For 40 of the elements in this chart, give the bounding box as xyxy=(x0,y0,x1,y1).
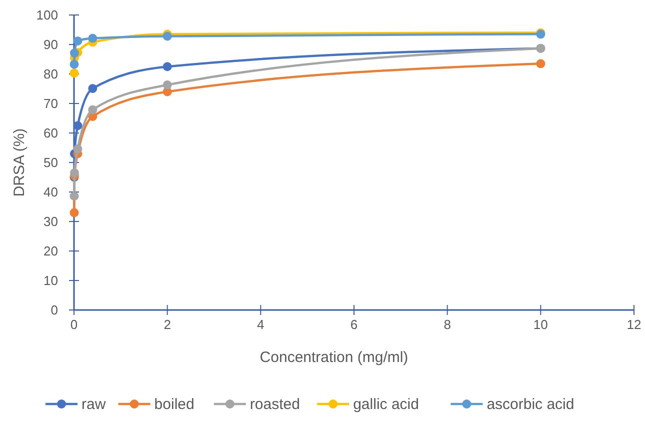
y-tick-label: 90 xyxy=(44,37,58,52)
x-tick-label: 4 xyxy=(257,317,264,332)
legend-label: roasted xyxy=(250,396,300,413)
point xyxy=(73,36,82,46)
point xyxy=(88,34,98,43)
legend-label: raw xyxy=(82,396,106,413)
y-tick-label: 50 xyxy=(44,155,58,170)
point xyxy=(162,62,172,72)
x-tick-label: 8 xyxy=(444,317,451,332)
x-axis-title: Concentration (mg/ml) xyxy=(260,349,408,366)
point xyxy=(70,168,79,178)
point xyxy=(70,208,79,218)
x-tick-label: 6 xyxy=(350,317,358,332)
point xyxy=(162,80,172,90)
legend-label: ascorbic acid xyxy=(486,396,574,413)
y-tick-label: 60 xyxy=(44,126,58,140)
point xyxy=(88,84,98,93)
x-tick-label: 12 xyxy=(626,317,642,332)
y-tick-label: 20 xyxy=(44,244,58,258)
point xyxy=(70,48,79,58)
y-tick-label: 100 xyxy=(36,8,58,22)
point xyxy=(70,192,79,201)
point xyxy=(70,68,79,78)
legend-label: gallic acid xyxy=(353,396,419,413)
y-tick-label: 10 xyxy=(44,273,58,288)
y-tick-label: 70 xyxy=(44,96,58,111)
y-tick-label: 40 xyxy=(44,184,58,200)
point xyxy=(70,60,79,69)
y-tick-label: 0 xyxy=(50,302,58,318)
point xyxy=(73,121,82,130)
x-tick-label: 10 xyxy=(533,317,548,332)
point xyxy=(536,59,546,68)
y-axis-title: DRSA (%) xyxy=(11,128,28,197)
y-tick-label: 80 xyxy=(44,66,58,82)
y-tick-label: 30 xyxy=(44,214,58,229)
point xyxy=(73,144,82,154)
x-tick-label: 0 xyxy=(70,317,78,332)
x-tick-label: 2 xyxy=(164,317,171,332)
point xyxy=(88,105,98,114)
legend-label: boiled xyxy=(154,396,194,413)
